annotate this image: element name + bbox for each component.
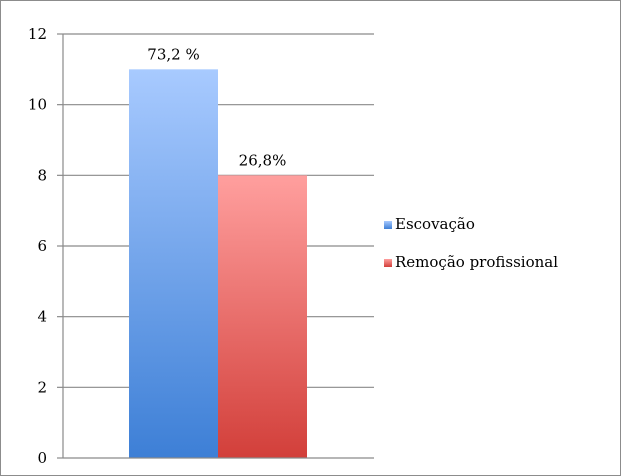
data-label-remo-o-profissional: 26,8% bbox=[239, 151, 287, 169]
bars bbox=[129, 69, 307, 459]
y-tick-label-10: 10 bbox=[28, 96, 47, 114]
y-tick-label-0: 0 bbox=[37, 449, 47, 467]
y-tick-label-4: 4 bbox=[37, 308, 47, 326]
axes: 0 2 4 6 8 10 12 bbox=[28, 25, 374, 467]
data-labels: 73,2 % 26,8% bbox=[147, 45, 286, 169]
bar-escova-o bbox=[129, 69, 218, 458]
y-tick-label-8: 8 bbox=[37, 166, 47, 184]
data-label-escova-o: 73,2 % bbox=[147, 45, 199, 63]
bar-remo-o-profissional bbox=[218, 175, 307, 459]
legend-label-escova-o: Escovação bbox=[395, 215, 475, 233]
legend-swatch-remo-o-profissional bbox=[384, 259, 392, 267]
y-tick-label-6: 6 bbox=[37, 237, 47, 255]
legend: Escovação Remoção profissional bbox=[384, 215, 558, 271]
y-tick-label-2: 2 bbox=[37, 378, 47, 396]
legend-label-remo-o-profissional: Remoção profissional bbox=[395, 253, 558, 271]
y-tick-label-12: 12 bbox=[28, 25, 47, 43]
legend-swatch-escova-o bbox=[384, 221, 392, 229]
